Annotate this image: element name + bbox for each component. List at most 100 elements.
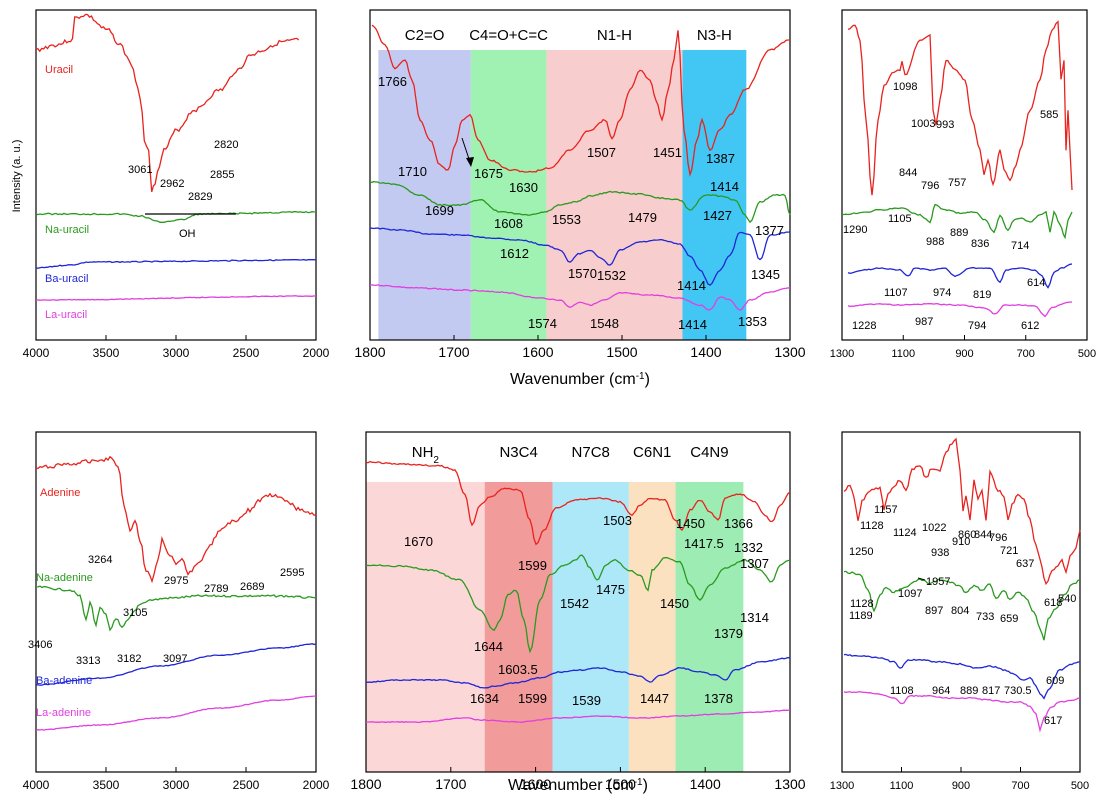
series-la-uracil-mid — [369, 284, 791, 311]
series-na-uracil-mid — [369, 180, 791, 224]
peak-label: 1250 — [849, 546, 873, 558]
x-tick-label: 500 — [1078, 348, 1096, 360]
series-na-uracil-low — [842, 203, 1073, 240]
series-adenine — [35, 455, 317, 584]
peak-label: 714 — [1011, 240, 1029, 252]
x-tick-label: 4000 — [23, 346, 50, 360]
peak-label: 817 — [982, 685, 1000, 697]
peak-label: 1105 — [888, 213, 912, 225]
peak-label: 2595 — [280, 567, 304, 579]
peak-label: 1553 — [552, 212, 581, 227]
series-na-uracil — [35, 210, 317, 223]
x-tick-label: 1300 — [774, 344, 805, 360]
peak-label: 794 — [968, 320, 986, 332]
peak-label: 819 — [973, 289, 991, 301]
x-tick-label: 900 — [952, 780, 970, 792]
series-ba-uracil-low — [847, 263, 1073, 289]
peak-label: 1379 — [714, 626, 743, 641]
series-la-adenine-low — [843, 691, 1081, 733]
peak-label: 1414 — [677, 278, 706, 293]
panels-layer: Intensity (a. u.) 4000 3500 3000 2500 2000 Ura… — [11, 9, 1096, 795]
panel-uracil-low: 1300 1100 900 700 500 1098 1003 993 844 796 757 585… — [830, 9, 1096, 360]
peak-label: 1475 — [596, 582, 625, 597]
peak-label: 1107 — [884, 287, 908, 299]
peak-label: 1548 — [590, 316, 619, 331]
peak-label: 2789 — [204, 583, 228, 595]
peak-label: 3097 — [163, 653, 187, 665]
peak-label: 721 — [1000, 545, 1018, 557]
peak-label: 1377 — [755, 223, 784, 238]
legend-la-adenine: La-adenine — [36, 707, 91, 719]
peak-label: 1532 — [597, 268, 626, 283]
peak-label: 618 — [1044, 597, 1062, 609]
peak-label: 3061 — [128, 164, 152, 176]
peak-label: 1108 — [890, 685, 914, 697]
peak-label: 1307 — [740, 556, 769, 571]
x-tick-label: 1100 — [890, 780, 914, 792]
peak-label: 1608 — [494, 216, 523, 231]
peak-label: 1098 — [893, 81, 917, 93]
x-tick-label: 1500 — [605, 776, 636, 792]
x-tick-label: 1800 — [350, 776, 381, 792]
panel-adenine-wide: 4000 3500 3000 2500 2000 Adenine Na-adenine Ba-… — [23, 431, 330, 792]
x-tick-label: 2000 — [303, 778, 330, 792]
peak-label: 1387 — [706, 151, 735, 166]
peak-label: 1570 — [568, 266, 597, 281]
peak-label: 617 — [1044, 715, 1062, 727]
series-la-uracil — [35, 295, 317, 301]
x-tick-label: 500 — [1071, 780, 1089, 792]
legend-ba-adenine: Ba-adenine — [36, 675, 92, 687]
peak-label: 1290 — [843, 224, 867, 236]
peak-label: 897 — [925, 605, 943, 617]
series-ba-uracil — [35, 258, 317, 269]
peak-label: 585 — [1040, 109, 1058, 121]
peak-label: 1332 — [734, 540, 763, 555]
peak-label: 796 — [989, 532, 1007, 544]
peak-label: 1670 — [404, 534, 433, 549]
peak-label: 1957 — [926, 576, 950, 588]
peak-label: 1414 — [710, 179, 739, 194]
x-tick-label: 4000 — [23, 778, 50, 792]
peak-label: 540 — [1058, 593, 1076, 605]
peak-label: 637 — [1016, 558, 1034, 570]
x-tick-label: 1400 — [690, 344, 721, 360]
peak-label: 1128 — [860, 520, 884, 532]
legend-adenine: Adenine — [40, 487, 80, 499]
x-tick-label: 3000 — [163, 346, 190, 360]
peak-label: 1599 — [518, 558, 547, 573]
peak-label: 1447 — [640, 691, 669, 706]
peak-label: 974 — [933, 287, 951, 299]
x-tick-label: 1700 — [435, 776, 466, 792]
peak-label: 609 — [1046, 675, 1064, 687]
peak-label: 1542 — [560, 596, 589, 611]
peak-label: 1427 — [703, 208, 732, 223]
series-ba-adenine — [35, 643, 317, 686]
x-tick-label: 700 — [1017, 348, 1035, 360]
band-label: C4N9 — [690, 444, 728, 461]
peak-label: 1417.5 — [684, 536, 724, 551]
peak-label: 2962 — [160, 178, 184, 190]
peak-label: 1699 — [425, 203, 454, 218]
peak-label: 1710 — [398, 164, 427, 179]
peak-label: 964 — [932, 685, 950, 697]
peak-label: 844 — [899, 167, 917, 179]
x-axis-label: Wavenumber (cm-1) — [508, 777, 648, 795]
series-la-adenine-mid — [365, 709, 791, 724]
peak-label: 1450 — [676, 516, 705, 531]
x-tick-label: 700 — [1011, 780, 1029, 792]
peak-label: 1451 — [653, 145, 682, 160]
band-n7c8 — [552, 482, 629, 772]
peak-label: 1675 — [474, 166, 503, 181]
band-n1-h — [546, 50, 683, 340]
x-tick-label: 2500 — [233, 346, 260, 360]
peak-label: 2689 — [240, 581, 264, 593]
peak-label: 2975 — [164, 575, 188, 587]
band-label: C4=O+C=C — [469, 27, 548, 44]
x-tick-label: 1100 — [891, 348, 915, 360]
peak-label: OH — [179, 228, 196, 240]
peak-label: 1630 — [509, 180, 538, 195]
peak-label: 796 — [921, 180, 939, 192]
band-c2=o — [378, 50, 471, 340]
x-tick-label: 2000 — [303, 346, 330, 360]
legend-na-uracil: Na-uracil — [45, 224, 89, 236]
